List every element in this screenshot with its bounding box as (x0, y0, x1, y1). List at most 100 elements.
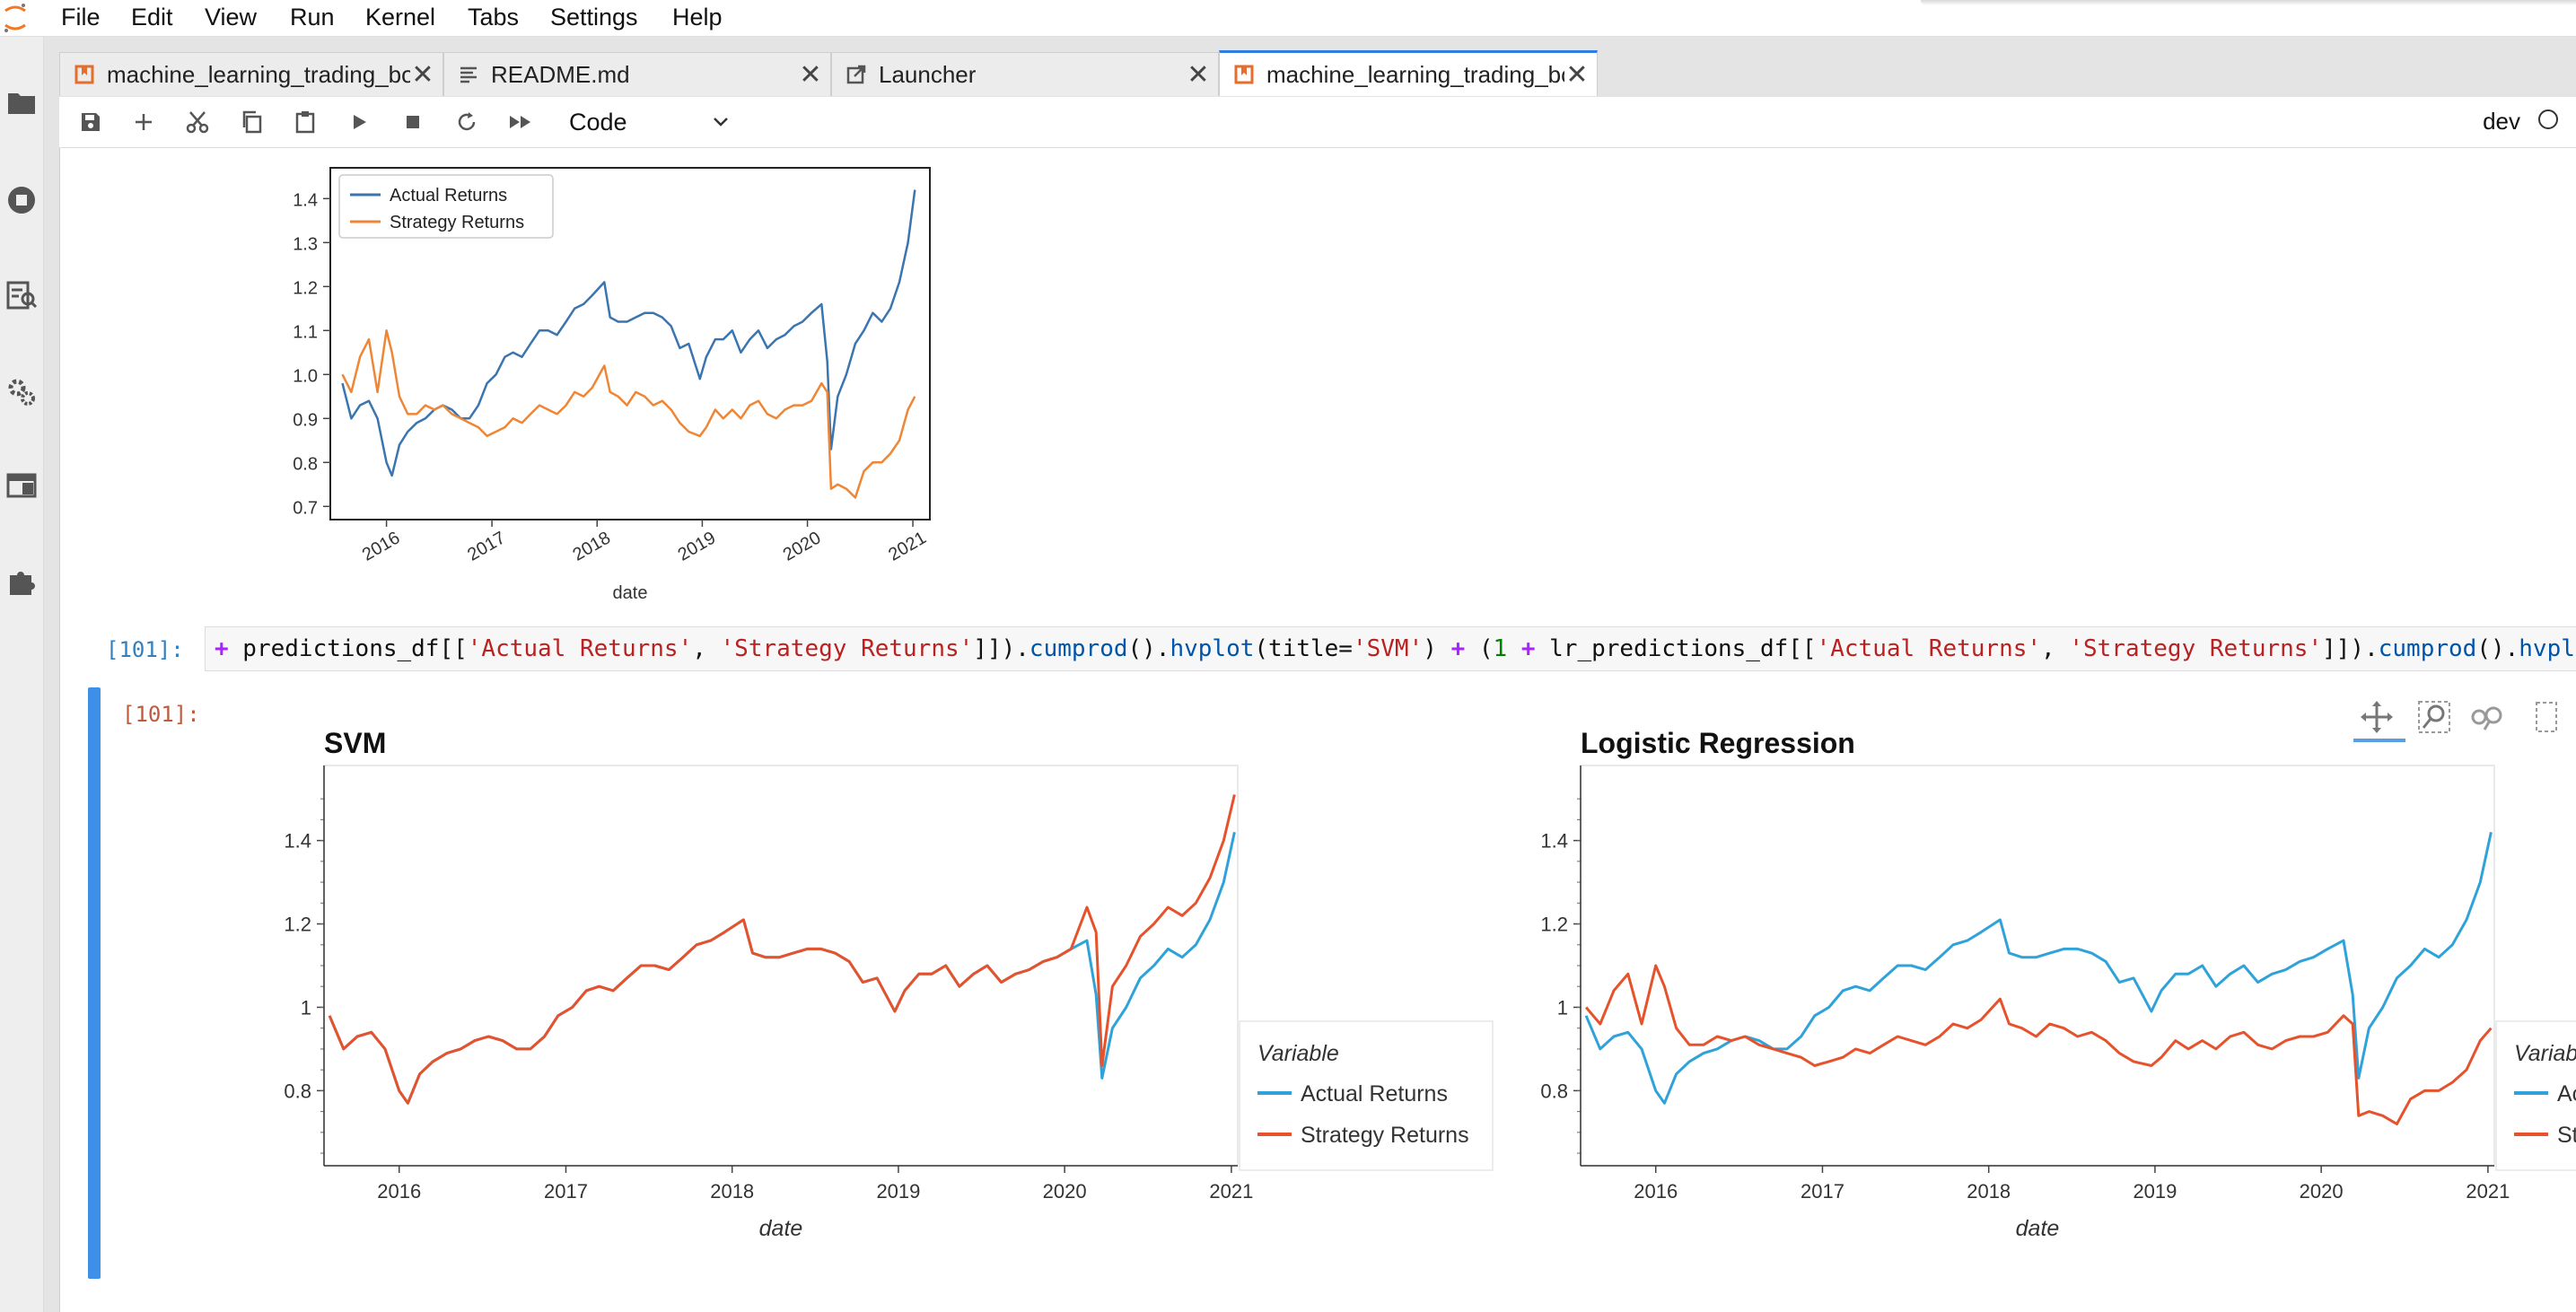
series-line-strategy-returns (328, 794, 1236, 1105)
legend-box (2495, 1020, 2576, 1171)
tab-label: machine_learning_trading_bot.ipynb (1266, 60, 1564, 88)
menu-kernel[interactable]: Kernel (365, 4, 436, 31)
copy-icon[interactable] (235, 106, 267, 138)
stop-icon[interactable] (397, 106, 429, 138)
restart-icon[interactable] (451, 106, 483, 138)
x-tick-label: 2019 (675, 528, 720, 564)
fast-forward-icon[interactable] (504, 106, 537, 138)
input-prompt: [101]: (106, 637, 184, 662)
legend-box (1239, 1020, 1494, 1171)
notebook-cells[interactable]: 0.7 0.8 0.9 1.0 1.1 1.2 1.3 1.4 2016 2017 2018 2019… (59, 148, 2576, 1312)
y-tick-label: 1.4 (284, 830, 311, 853)
x-tick-label: 2017 (464, 528, 509, 564)
x-tick-label: 2018 (569, 528, 614, 564)
legend: Actual Returns Strategy Returns (338, 174, 554, 239)
legend: Variable Actual Returns Strategy Returns (1239, 1020, 1494, 1171)
cell-type-value: Code (569, 108, 627, 136)
menu-settings[interactable]: Settings (550, 4, 638, 31)
close-icon[interactable]: ✕ (799, 59, 822, 90)
menu-file[interactable]: File (61, 4, 101, 31)
tab-notebook-1[interactable]: machine_learning_trading_bot.ipynb ✕ (59, 52, 443, 96)
x-tick-label: 2019 (2133, 1180, 2177, 1203)
chart-title: Logistic Regression (1581, 727, 1855, 759)
y-tick-label: 1.3 (293, 234, 318, 254)
save-icon[interactable] (74, 106, 107, 138)
matplotlib-chart: 0.7 0.8 0.9 1.0 1.1 1.2 1.3 1.4 2016 2017 2018 2019… (293, 167, 931, 603)
tab-launcher[interactable]: Launcher ✕ (831, 52, 1219, 96)
y-tick-label: 1.1 (293, 322, 318, 342)
close-icon[interactable]: ✕ (411, 59, 434, 90)
add-cell-icon[interactable] (127, 106, 160, 138)
hvplot-layout[interactable]: 0.8 1 1.2 1.4 2016 2017 2018 2019 2020 2021 date SV… (221, 687, 2576, 1297)
folder-icon[interactable] (4, 84, 39, 120)
y-tick-label: 1.2 (293, 278, 318, 298)
save-tool-icon[interactable] (2522, 697, 2562, 737)
y-tick-label: 1.2 (284, 914, 311, 936)
y-tick-label: 1 (1557, 996, 1568, 1019)
notebook-toolbar: Code dev (59, 97, 2576, 148)
y-tick-label: 1.4 (293, 190, 318, 210)
active-cell-marker[interactable] (88, 687, 101, 1279)
tabs-icon[interactable] (4, 468, 39, 503)
window-shadow (1921, 0, 2576, 5)
x-tick-label: 2021 (885, 528, 930, 564)
launcher-icon (845, 63, 868, 86)
menu-bar: File Edit View Run Kernel Tabs Settings … (0, 0, 2576, 37)
property-inspector-icon[interactable] (4, 277, 39, 313)
box-zoom-tool-icon[interactable] (2414, 697, 2454, 737)
x-axis-label: date (759, 1216, 803, 1241)
x-tick-label: 2021 (1209, 1180, 1253, 1203)
code-editor[interactable]: + predictions_df[['Actual Returns', 'Str… (205, 626, 2576, 671)
legend-label: Strategy Returns (390, 213, 524, 232)
gear-icon[interactable] (4, 374, 39, 410)
menu-tabs[interactable]: Tabs (468, 4, 520, 31)
menu-view[interactable]: View (205, 4, 258, 31)
x-tick-label: 2017 (544, 1180, 588, 1203)
output-prompt: [101]: (122, 702, 200, 727)
x-tick-label: 2017 (1801, 1180, 1844, 1203)
plot-frame (323, 765, 1239, 1167)
extension-icon[interactable] (4, 564, 39, 599)
kernel-name[interactable]: dev (2483, 108, 2520, 135)
notebook-icon (73, 63, 96, 86)
menu-run[interactable]: Run (290, 4, 335, 31)
legend-box (338, 174, 554, 239)
tab-notebook-active[interactable]: machine_learning_trading_bot.ipynb ✕ (1219, 50, 1598, 96)
wheel-zoom-tool-icon[interactable] (2468, 697, 2508, 737)
pan-tool-icon[interactable] (2357, 697, 2396, 737)
svm-chart: 0.8 1 1.2 1.4 2016 2017 2018 2019 2020 2021 date SV… (284, 727, 1494, 1241)
cell-type-dropdown[interactable]: Code (569, 104, 731, 140)
paste-icon[interactable] (289, 106, 321, 138)
legend-title: Variable (2514, 1041, 2576, 1066)
plot-frame (1580, 765, 2495, 1167)
close-icon[interactable]: ✕ (1565, 59, 1589, 90)
x-axis-label: date (613, 583, 648, 603)
y-tick-label: 0.8 (293, 454, 318, 474)
y-tick-label: 0.8 (284, 1080, 311, 1102)
y-tick-label: 1.2 (1540, 914, 1568, 936)
tab-label: Launcher (879, 60, 977, 88)
tab-bar: machine_learning_trading_bot.ipynb ✕ REA… (59, 50, 2576, 97)
x-tick-label: 2020 (2300, 1180, 2344, 1203)
y-tick-label: 1 (301, 996, 311, 1019)
series-line-strategy-returns (341, 329, 916, 499)
y-tick-label: 1.4 (1540, 830, 1568, 853)
left-sidebar (0, 37, 44, 1312)
jupyter-logo-icon (2, 2, 29, 34)
x-tick-label: 2018 (1967, 1180, 2011, 1203)
menu-help[interactable]: Help (672, 4, 723, 31)
x-tick-label: 2016 (377, 1180, 421, 1203)
menu-edit[interactable]: Edit (131, 4, 173, 31)
chevron-down-icon (711, 109, 731, 137)
cut-icon[interactable] (181, 106, 214, 138)
run-icon[interactable] (343, 106, 375, 138)
y-tick-label: 0.9 (293, 410, 318, 430)
x-tick-label: 2018 (710, 1180, 754, 1203)
running-sessions-icon[interactable] (4, 182, 39, 218)
y-tick-label: 0.8 (1540, 1080, 1568, 1102)
kernel-idle-status-icon (2538, 109, 2558, 129)
active-tool-indicator (2353, 739, 2405, 742)
tab-label: machine_learning_trading_bot.ipynb (107, 60, 410, 88)
close-icon[interactable]: ✕ (1187, 59, 1210, 90)
tab-readme[interactable]: README.md ✕ (443, 52, 831, 96)
